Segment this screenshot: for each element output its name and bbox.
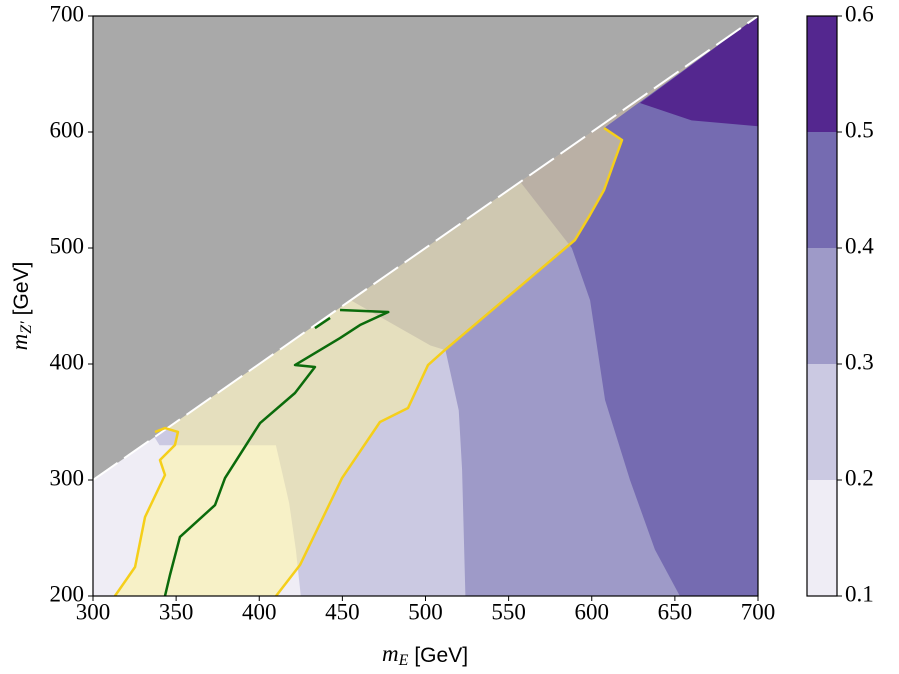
colorbar-tick-label: 0.4: [845, 233, 874, 258]
colorbar-tick-label: 0.6: [845, 1, 874, 26]
x-tick-label: 300: [76, 599, 111, 624]
colorbar-segment: [807, 16, 837, 132]
contour-region: [639, 16, 758, 127]
colorbar-segment: [807, 480, 837, 596]
x-axis-label: mE [GeV]: [382, 641, 468, 668]
x-label-unit: [GeV]: [414, 644, 468, 667]
x-label-symbol: m: [382, 641, 399, 666]
x-tick-label: 500: [408, 599, 443, 624]
y-axis-label: mZ′ [GeV]: [7, 262, 34, 351]
colorbar-segment: [807, 132, 837, 248]
colorbar-tick-label: 0.5: [845, 117, 874, 142]
colorbar-tick-label: 0.3: [845, 349, 874, 374]
x-tick-label: 700: [741, 599, 776, 624]
colorbar-segment: [807, 364, 837, 480]
y-tick-label: 600: [50, 117, 85, 142]
colorbar-frame: [806, 15, 838, 597]
contour-line: [113, 426, 180, 596]
colorbar-tick-label: 0.2: [845, 465, 874, 490]
colorbar-tick-label: 0.1: [845, 581, 874, 606]
x-tick-label: 450: [325, 599, 360, 624]
x-tick-label: 400: [242, 599, 277, 624]
plot-area: [93, 16, 758, 596]
x-tick-label: 650: [658, 599, 693, 624]
colorbar-segment: [807, 248, 837, 364]
x-label-sub: E: [398, 652, 409, 669]
y-label-symbol: m: [7, 334, 32, 351]
y-tick-label: 200: [50, 581, 85, 606]
contour-line: [275, 127, 624, 596]
contour-line: [163, 308, 390, 596]
y-label-sub: Z′: [18, 321, 35, 334]
contour-line: [314, 316, 331, 330]
y-tick-label: 300: [50, 465, 85, 490]
y-tick-label: 500: [50, 233, 85, 258]
y-tick-label: 700: [50, 1, 85, 26]
y-tick-label: 400: [50, 349, 85, 374]
band-fill: [114, 16, 758, 596]
x-tick-label: 550: [491, 599, 526, 624]
y-label-unit: [GeV]: [10, 262, 33, 316]
boundary-dash: [93, 16, 758, 481]
x-tick-label: 600: [575, 599, 610, 624]
x-tick-label: 350: [159, 599, 194, 624]
